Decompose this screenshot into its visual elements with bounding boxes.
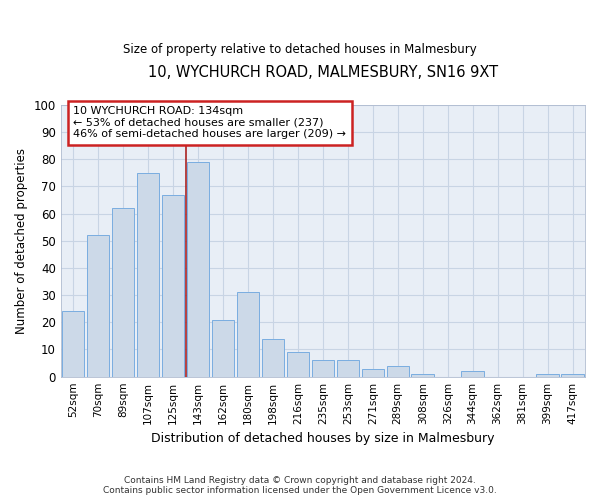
Bar bbox=[187, 162, 209, 376]
Bar bbox=[536, 374, 559, 376]
Bar bbox=[287, 352, 309, 376]
Bar bbox=[236, 292, 259, 376]
Bar bbox=[212, 320, 234, 376]
Bar bbox=[461, 371, 484, 376]
Bar bbox=[162, 194, 184, 376]
Title: 10, WYCHURCH ROAD, MALMESBURY, SN16 9XT: 10, WYCHURCH ROAD, MALMESBURY, SN16 9XT bbox=[148, 65, 498, 80]
Y-axis label: Number of detached properties: Number of detached properties bbox=[15, 148, 28, 334]
Bar bbox=[311, 360, 334, 376]
Bar bbox=[87, 236, 109, 376]
Text: Contains HM Land Registry data © Crown copyright and database right 2024.
Contai: Contains HM Land Registry data © Crown c… bbox=[103, 476, 497, 495]
Bar bbox=[137, 173, 159, 376]
Bar bbox=[412, 374, 434, 376]
Bar bbox=[561, 374, 584, 376]
Text: Size of property relative to detached houses in Malmesbury: Size of property relative to detached ho… bbox=[123, 42, 477, 56]
Bar bbox=[112, 208, 134, 376]
Bar bbox=[62, 312, 85, 376]
Bar bbox=[362, 368, 384, 376]
Bar bbox=[337, 360, 359, 376]
X-axis label: Distribution of detached houses by size in Malmesbury: Distribution of detached houses by size … bbox=[151, 432, 494, 445]
Bar bbox=[386, 366, 409, 376]
Bar bbox=[262, 338, 284, 376]
Text: 10 WYCHURCH ROAD: 134sqm
← 53% of detached houses are smaller (237)
46% of semi-: 10 WYCHURCH ROAD: 134sqm ← 53% of detach… bbox=[73, 106, 346, 140]
